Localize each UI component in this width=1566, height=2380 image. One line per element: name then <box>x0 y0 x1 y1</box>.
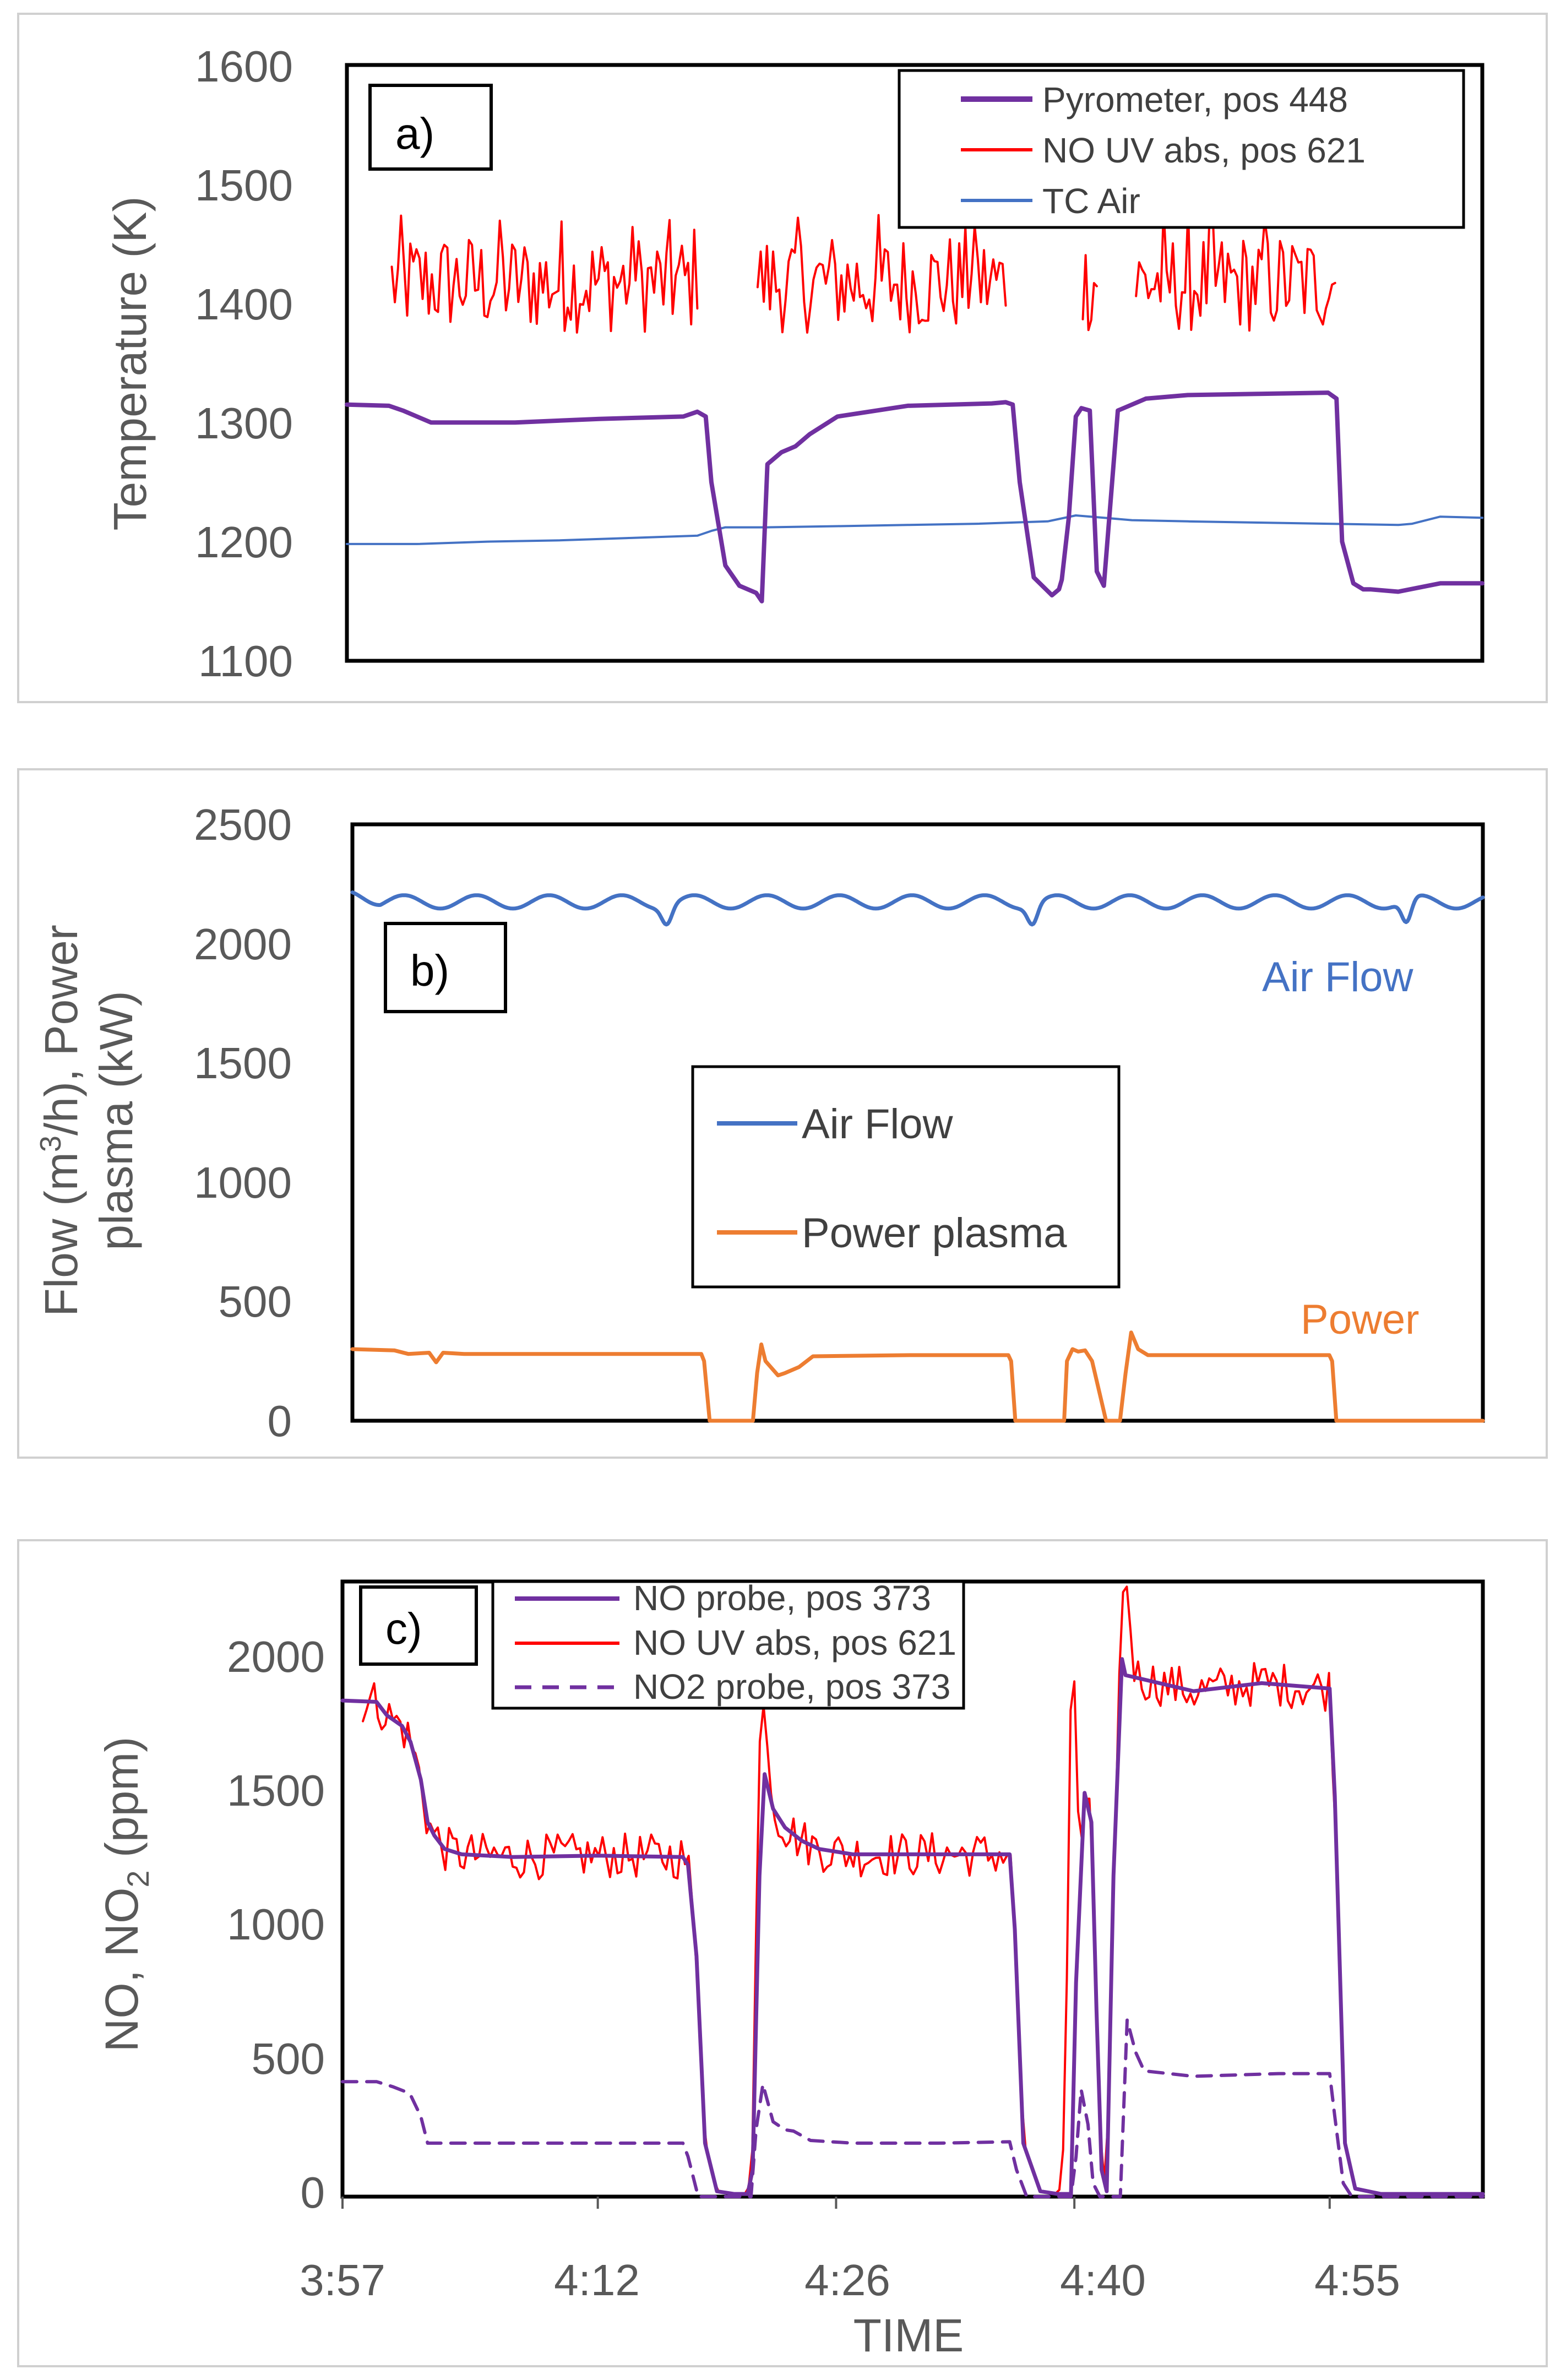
power-annotation: Power <box>1301 1296 1419 1343</box>
y-tick-label: 1400 <box>195 280 293 329</box>
panel-label-box <box>359 1585 478 1666</box>
y-tick-label: 1500 <box>195 161 293 210</box>
legend-label: NO UV abs, pos 621 <box>1042 131 1366 170</box>
y-tick-label: 500 <box>219 1277 292 1326</box>
legend-label: Power plasma <box>802 1210 1067 1257</box>
legend-label: Pyrometer, pos 448 <box>1042 80 1348 119</box>
series-pyrometer <box>345 390 1485 604</box>
panel-b-series <box>350 890 1485 1423</box>
y-tick-label: 1200 <box>195 518 293 567</box>
panel-label: c) <box>385 1604 422 1653</box>
y-tick-label: 1500 <box>194 1039 292 1088</box>
series-power-plasma <box>350 1330 1485 1423</box>
x-tick-label: 3:57 <box>300 2256 385 2305</box>
legend <box>691 1065 1121 1289</box>
x-axis-title: TIME <box>853 2310 964 2361</box>
panel-b-y-ticks: 2500 2000 1500 1000 500 0 <box>194 800 292 1446</box>
y-axis-title: NO, NO2 (ppm) <box>96 1737 155 2052</box>
y-tick-label: 1600 <box>195 42 293 91</box>
x-tick-label: 4:26 <box>804 2256 890 2305</box>
series-tc-air <box>346 514 1483 545</box>
y-axis-title-line1: Flow (m3/h), Power <box>34 925 87 1317</box>
panel-label: a) <box>395 109 434 158</box>
y-axis-title: Temperature (K) <box>104 197 156 531</box>
y-tick-label: 1000 <box>194 1158 292 1207</box>
panel-a-series <box>345 207 1485 604</box>
series-no-probe <box>340 1657 1485 2196</box>
x-tick-label: 4:55 <box>1314 2256 1400 2305</box>
y-tick-label: 1500 <box>227 1766 325 1815</box>
x-tick-label: 4:12 <box>554 2256 640 2305</box>
legend-label: NO UV abs, pos 621 <box>633 1623 956 1662</box>
panel-label-box <box>384 922 507 1013</box>
legend-label: Air Flow <box>802 1101 954 1148</box>
y-tick-label: 1100 <box>198 637 293 686</box>
y-tick-label: 0 <box>268 1397 292 1446</box>
y-tick-label: 500 <box>252 2034 325 2083</box>
panel-a-y-ticks: 1600 1500 1400 1300 1200 1100 <box>195 42 293 686</box>
x-tick-label: 4:40 <box>1060 2256 1146 2305</box>
series-no-uv-abs-segment <box>756 214 1007 334</box>
panel-label-box <box>368 84 493 171</box>
series-no-uv-abs-segment <box>1081 254 1098 332</box>
panel-c-y-ticks: 2000 1500 1000 500 0 <box>227 1632 325 2217</box>
y-tick-label: 1000 <box>227 1900 325 1949</box>
series-air-flow <box>350 890 1485 927</box>
legend-label: TC Air <box>1042 181 1140 221</box>
air-flow-annotation: Air Flow <box>1262 954 1414 1001</box>
series-no2-probe <box>341 2018 1485 2198</box>
legend-label: NO probe, pos 373 <box>633 1578 931 1618</box>
panel-b: 2500 2000 1500 1000 500 0 Flow (m3/h), P… <box>17 768 1548 1459</box>
y-tick-label: 1300 <box>195 399 293 448</box>
series-no-uv-abs-segment <box>1135 207 1336 332</box>
panel-label: b) <box>410 946 449 995</box>
series-no-uv-abs-segment <box>390 214 699 334</box>
y-tick-label: 2500 <box>194 800 292 849</box>
y-tick-label: 2000 <box>227 1632 325 1681</box>
legend-label: NO2 probe, pos 373 <box>633 1667 950 1707</box>
panel-a: 1600 1500 1400 1300 1200 1100 Temperatur… <box>17 13 1548 703</box>
panel-c: 2000 1500 1000 500 0 3:57 4:12 4:26 4:40… <box>17 1539 1548 2367</box>
y-axis-title-line2: plasma (kW) <box>90 991 142 1250</box>
y-tick-label: 0 <box>301 2168 325 2217</box>
panel-c-series <box>340 1585 1485 2198</box>
panel-c-axis-ticks <box>341 2197 1331 2209</box>
panel-c-x-ticks: 3:57 4:12 4:26 4:40 4:55 <box>300 2256 1400 2305</box>
y-tick-label: 2000 <box>194 920 292 969</box>
